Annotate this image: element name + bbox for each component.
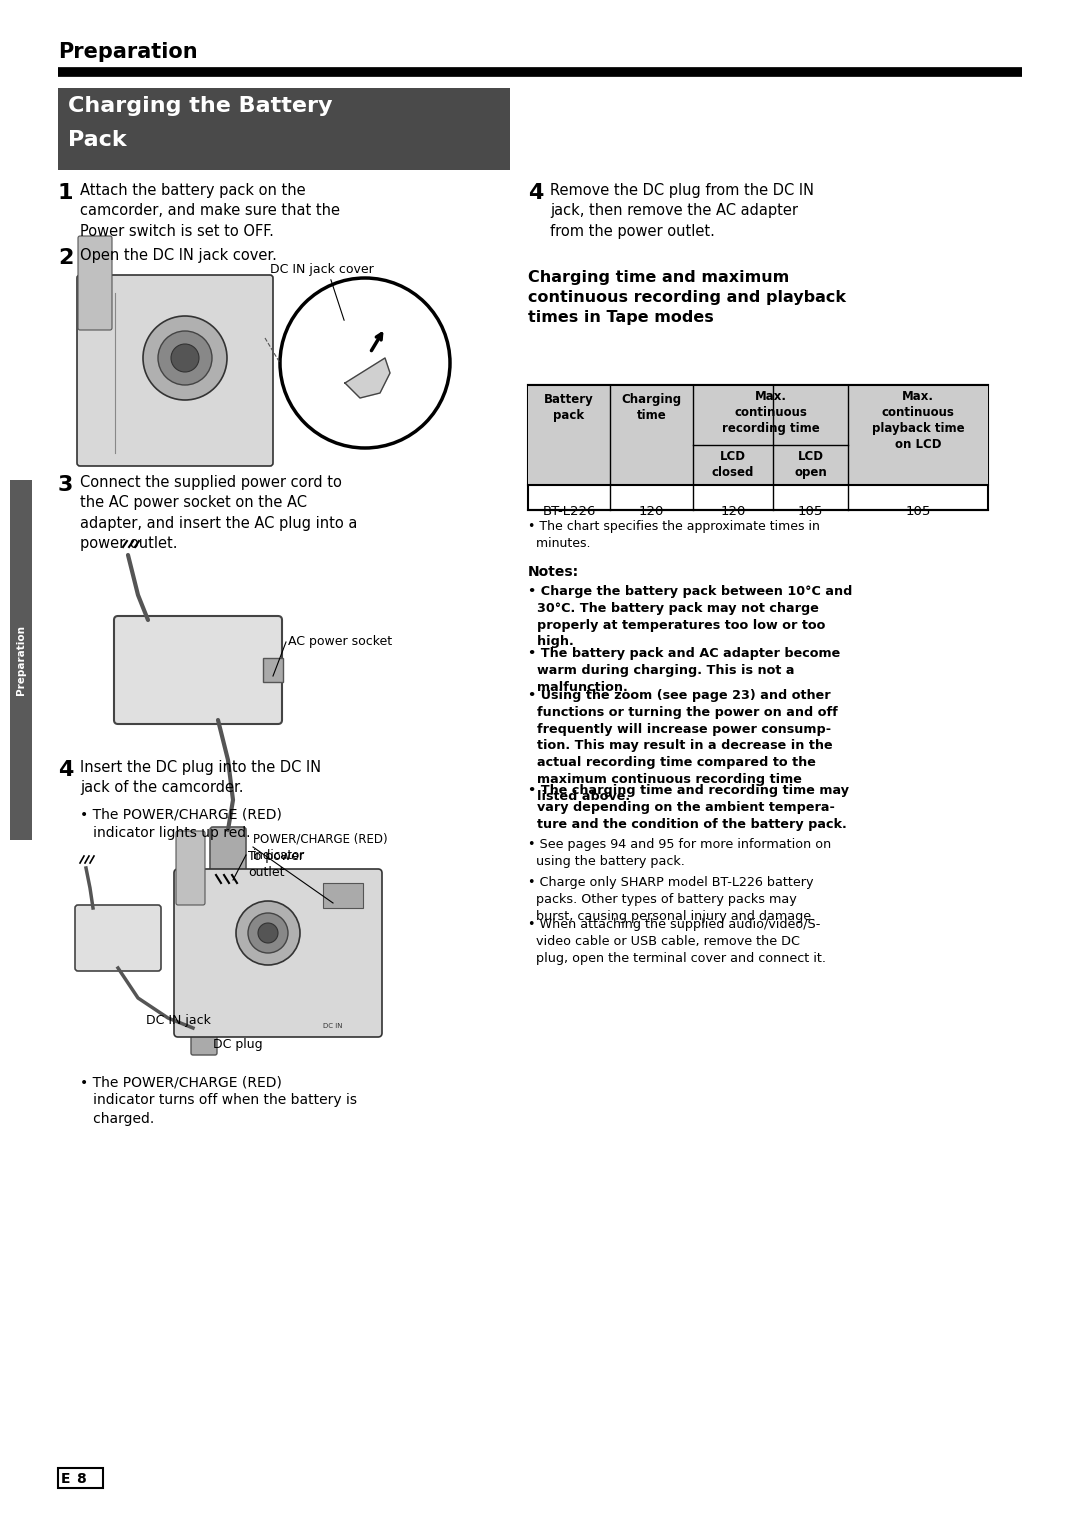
Text: 3: 3 xyxy=(58,476,73,495)
Bar xyxy=(528,385,988,485)
Text: DC IN jack cover: DC IN jack cover xyxy=(270,264,374,276)
Text: 1: 1 xyxy=(58,183,73,203)
Text: • The charging time and recording time may
  vary depending on the ambient tempe: • The charging time and recording time m… xyxy=(528,783,849,830)
Text: Max.
continuous
recording time: Max. continuous recording time xyxy=(721,389,820,435)
FancyBboxPatch shape xyxy=(77,276,273,467)
Circle shape xyxy=(158,330,212,385)
Text: DC IN: DC IN xyxy=(323,1023,342,1029)
Text: Battery
pack: Battery pack xyxy=(544,392,594,423)
Bar xyxy=(323,883,363,907)
Circle shape xyxy=(237,901,300,965)
Bar xyxy=(528,385,988,511)
Text: 120: 120 xyxy=(720,504,745,518)
Text: Preparation: Preparation xyxy=(16,626,26,695)
Text: • Using the zoom (see page 23) and other
  functions or turning the power on and: • Using the zoom (see page 23) and other… xyxy=(528,689,838,803)
Text: AC power socket: AC power socket xyxy=(288,635,392,648)
Text: Charging the Battery: Charging the Battery xyxy=(68,95,333,117)
FancyBboxPatch shape xyxy=(78,236,112,330)
FancyBboxPatch shape xyxy=(75,904,161,971)
Text: • Charge the battery pack between 10°C and
  30°C. The battery pack may not char: • Charge the battery pack between 10°C a… xyxy=(528,585,852,648)
Text: • Charge only SHARP model BT-L226 battery
  packs. Other types of battery packs : • Charge only SHARP model BT-L226 batter… xyxy=(528,876,815,923)
Text: Charging
time: Charging time xyxy=(621,392,681,423)
Text: DC plug: DC plug xyxy=(213,1038,262,1051)
FancyBboxPatch shape xyxy=(114,617,282,724)
Text: 8: 8 xyxy=(76,1473,85,1486)
Text: POWER/CHARGE (RED)
indicator: POWER/CHARGE (RED) indicator xyxy=(253,833,388,862)
Polygon shape xyxy=(345,358,390,398)
FancyBboxPatch shape xyxy=(210,827,246,873)
Bar xyxy=(264,658,283,682)
Text: 105: 105 xyxy=(905,504,931,518)
Circle shape xyxy=(258,923,278,942)
Bar xyxy=(528,385,988,485)
Text: To power
outlet: To power outlet xyxy=(248,850,303,879)
Text: 2: 2 xyxy=(58,248,73,268)
Text: • The chart specifies the approximate times in
  minutes.: • The chart specifies the approximate ti… xyxy=(528,520,820,550)
Text: Insert the DC plug into the DC IN
jack of the camcorder.: Insert the DC plug into the DC IN jack o… xyxy=(80,761,321,795)
Text: • The POWER/CHARGE (RED)
   indicator turns off when the battery is
   charged.: • The POWER/CHARGE (RED) indicator turns… xyxy=(80,1076,357,1126)
Text: Notes:: Notes: xyxy=(528,565,579,579)
Text: Connect the supplied power cord to
the AC power socket on the AC
adapter, and in: Connect the supplied power cord to the A… xyxy=(80,476,357,551)
Text: Charging time and maximum
continuous recording and playback
times in Tape modes: Charging time and maximum continuous rec… xyxy=(528,270,846,324)
Text: LCD
open: LCD open xyxy=(794,450,827,479)
Text: LCD
closed: LCD closed xyxy=(712,450,754,479)
Text: • When attaching the supplied audio/video/S-
  video cable or USB cable, remove : • When attaching the supplied audio/vide… xyxy=(528,918,826,965)
Text: 120: 120 xyxy=(638,504,664,518)
Text: DC IN jack: DC IN jack xyxy=(146,1014,211,1027)
FancyBboxPatch shape xyxy=(174,870,382,1036)
Text: Pack: Pack xyxy=(68,130,126,150)
Text: 4: 4 xyxy=(58,761,73,780)
Text: • The POWER/CHARGE (RED)
   indicator lights up red.: • The POWER/CHARGE (RED) indicator light… xyxy=(80,807,282,841)
Text: • See pages 94 and 95 for more information on
  using the battery pack.: • See pages 94 and 95 for more informati… xyxy=(528,838,832,868)
Bar xyxy=(10,480,32,839)
Text: • The battery pack and AC adapter become
  warm during charging. This is not a
 : • The battery pack and AC adapter become… xyxy=(528,647,840,694)
Text: 105: 105 xyxy=(798,504,823,518)
FancyBboxPatch shape xyxy=(191,1023,217,1054)
Text: E: E xyxy=(60,1473,70,1486)
Text: 4: 4 xyxy=(528,183,543,203)
Text: Max.
continuous
playback time
on LCD: Max. continuous playback time on LCD xyxy=(872,389,964,451)
Text: Remove the DC plug from the DC IN
jack, then remove the AC adapter
from the powe: Remove the DC plug from the DC IN jack, … xyxy=(550,183,814,239)
Text: Open the DC IN jack cover.: Open the DC IN jack cover. xyxy=(80,248,276,264)
Bar xyxy=(58,1468,103,1488)
Text: Preparation: Preparation xyxy=(58,42,198,62)
Text: BT-L226: BT-L226 xyxy=(542,504,596,518)
Bar xyxy=(58,88,510,170)
Circle shape xyxy=(143,317,227,400)
Circle shape xyxy=(280,277,450,448)
Circle shape xyxy=(171,344,199,373)
Circle shape xyxy=(248,914,288,953)
FancyBboxPatch shape xyxy=(176,832,205,904)
Text: Attach the battery pack on the
camcorder, and make sure that the
Power switch is: Attach the battery pack on the camcorder… xyxy=(80,183,340,239)
